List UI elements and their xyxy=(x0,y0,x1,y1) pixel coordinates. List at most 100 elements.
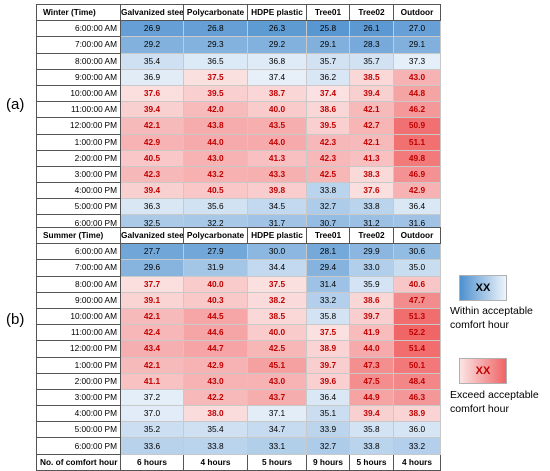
time-cell: 3:00:00 PM xyxy=(36,165,121,184)
temperature-cell: 38.0 xyxy=(183,405,248,423)
comfort-hours-cell: 4 hours xyxy=(393,453,441,471)
temperature-cell: 26.8 xyxy=(183,20,248,38)
temperature-cell: 33.1 xyxy=(247,437,307,455)
temperature-cell: 51.4 xyxy=(393,340,441,358)
temperature-cell: 37.2 xyxy=(120,388,184,407)
temperature-cell: 35.7 xyxy=(349,52,394,70)
comfort-hours-cell: 4 hours xyxy=(183,453,248,471)
column-header: HDPE plastic xyxy=(247,3,307,22)
column-header: Tree01 xyxy=(306,226,350,245)
legend-within-label: Within acceptable comfort hour xyxy=(450,304,533,332)
column-header: HDPE plastic xyxy=(247,226,307,245)
temperature-cell: 39.4 xyxy=(349,84,394,103)
panel-b-label: (b) xyxy=(6,311,25,328)
table-row: 12:00:00 PM 43.4 44.7 42.5 38.9 44.0 51.4 xyxy=(36,340,441,358)
time-cell: 12:00:00 PM xyxy=(36,340,121,358)
temperature-cell: 43.0 xyxy=(247,372,307,390)
time-cell: 11:00:00 AM xyxy=(36,101,121,119)
temperature-cell: 38.5 xyxy=(247,307,307,326)
time-cell: 8:00:00 AM xyxy=(36,52,121,70)
table-row: 5:00:00 PM 36.3 35.6 34.5 32.7 33.8 36.4 xyxy=(36,198,441,216)
temperature-cell: 43.0 xyxy=(183,149,248,167)
temperature-cell: 43.3 xyxy=(247,165,307,184)
temperature-cell: 49.8 xyxy=(393,149,441,167)
time-cell: 7:00:00 AM xyxy=(36,259,121,277)
temperature-cell: 26.3 xyxy=(247,20,307,38)
column-header: Outdoor xyxy=(393,226,441,245)
temperature-cell: 42.1 xyxy=(120,307,184,326)
time-cell: 6:00:00 PM xyxy=(36,437,121,455)
temperature-cell: 29.2 xyxy=(247,36,307,54)
temperature-cell: 38.6 xyxy=(306,101,350,119)
footer-row: No. of comfort hour 6 hours 4 hours 5 hours… xyxy=(36,453,441,471)
temperature-cell: 42.9 xyxy=(183,356,248,374)
temperature-cell: 41.9 xyxy=(349,324,394,342)
temperature-cell: 40.0 xyxy=(183,275,248,293)
time-cell: 5:00:00 PM xyxy=(36,198,121,216)
temperature-cell: 41.3 xyxy=(349,149,394,167)
time-cell: 10:00:00 AM xyxy=(36,84,121,103)
temperature-cell: 25.8 xyxy=(306,20,350,38)
table-row: 6:00:00 PM 33.6 33.8 33.1 32.7 33.8 33.2 xyxy=(36,437,441,455)
temperature-cell: 42.1 xyxy=(349,101,394,119)
temperature-cell: 33.8 xyxy=(349,198,394,216)
temperature-cell: 31.9 xyxy=(183,259,248,277)
temperature-cell: 35.1 xyxy=(306,405,350,423)
table-row: 8:00:00 AM 37.7 40.0 37.5 31.4 35.9 40.6 xyxy=(36,275,441,293)
temperature-cell: 35.9 xyxy=(349,275,394,293)
temperature-cell: 29.3 xyxy=(183,36,248,54)
temperature-cell: 28.1 xyxy=(306,243,350,261)
temperature-cell: 42.2 xyxy=(183,388,248,407)
temperature-cell: 38.5 xyxy=(349,68,394,86)
temperature-cell: 39.4 xyxy=(120,182,184,200)
temperature-cell: 37.5 xyxy=(306,324,350,342)
table-row: 10:00:00 AM 42.1 44.5 38.5 35.8 39.7 51.3 xyxy=(36,307,441,326)
table-row: 3:00:00 PM 42.3 43.2 43.3 42.5 38.3 46.9 xyxy=(36,165,441,184)
legend-exceed-line1: Exceed acceptable xyxy=(450,389,539,401)
temperature-cell: 38.6 xyxy=(349,291,394,309)
column-header: Tree01 xyxy=(306,3,350,22)
temperature-cell: 32.7 xyxy=(306,198,350,216)
temperature-cell: 38.2 xyxy=(247,291,307,309)
temperature-cell: 42.1 xyxy=(120,356,184,374)
temperature-cell: 43.4 xyxy=(120,340,184,358)
temperature-cell: 50.9 xyxy=(393,117,441,135)
table-row: 1:00:00 PM 42.1 42.9 45.1 39.7 47.3 50.1 xyxy=(36,356,441,374)
summer-comfort-table: Summer (Time) Galvanized steel Polycarbona… xyxy=(36,226,441,471)
table-row: 8:00:00 AM 35.4 36.5 36.8 35.7 35.7 37.3 xyxy=(36,52,441,70)
time-cell: 2:00:00 PM xyxy=(36,149,121,167)
temperature-cell: 43.0 xyxy=(393,68,441,86)
temperature-cell: 42.7 xyxy=(349,117,394,135)
footer-label: No. of comfort hour xyxy=(36,453,121,471)
temperature-cell: 39.6 xyxy=(306,372,350,390)
temperature-cell: 37.3 xyxy=(393,52,441,70)
temperature-cell: 42.3 xyxy=(120,165,184,184)
temperature-cell: 27.7 xyxy=(120,243,184,261)
temperature-cell: 27.0 xyxy=(393,20,441,38)
temperature-cell: 33.0 xyxy=(349,259,394,277)
temperature-cell: 44.0 xyxy=(183,133,248,151)
temperature-cell: 36.9 xyxy=(120,68,184,86)
temperature-cell: 39.7 xyxy=(306,356,350,374)
temperature-cell: 51.3 xyxy=(393,307,441,326)
temperature-cell: 30.6 xyxy=(393,243,441,261)
temperature-cell: 42.4 xyxy=(120,324,184,342)
column-header: Polycarbonate xyxy=(183,226,248,245)
comfort-hours-cell: 6 hours xyxy=(120,453,184,471)
temperature-cell: 43.8 xyxy=(183,117,248,135)
temperature-cell: 33.8 xyxy=(183,437,248,455)
column-header: Tree02 xyxy=(349,3,394,22)
temperature-cell: 35.6 xyxy=(183,198,248,216)
legend-exceed-label: Exceed acceptable comfort hour xyxy=(450,388,539,416)
temperature-cell: 43.5 xyxy=(247,117,307,135)
temperature-cell: 40.0 xyxy=(247,324,307,342)
temperature-cell: 42.9 xyxy=(120,133,184,151)
temperature-cell: 26.1 xyxy=(349,20,394,38)
temperature-cell: 50.1 xyxy=(393,356,441,374)
table-row: 3:00:00 PM 37.2 42.2 43.7 36.4 44.9 46.3 xyxy=(36,388,441,407)
temperature-cell: 39.5 xyxy=(183,84,248,103)
legend-exceed-swatch: XX xyxy=(459,358,507,384)
time-cell: 1:00:00 PM xyxy=(36,356,121,374)
table-row: 11:00:00 AM 39.4 42.0 40.0 38.6 42.1 46.2 xyxy=(36,101,441,119)
temperature-cell: 34.4 xyxy=(247,259,307,277)
